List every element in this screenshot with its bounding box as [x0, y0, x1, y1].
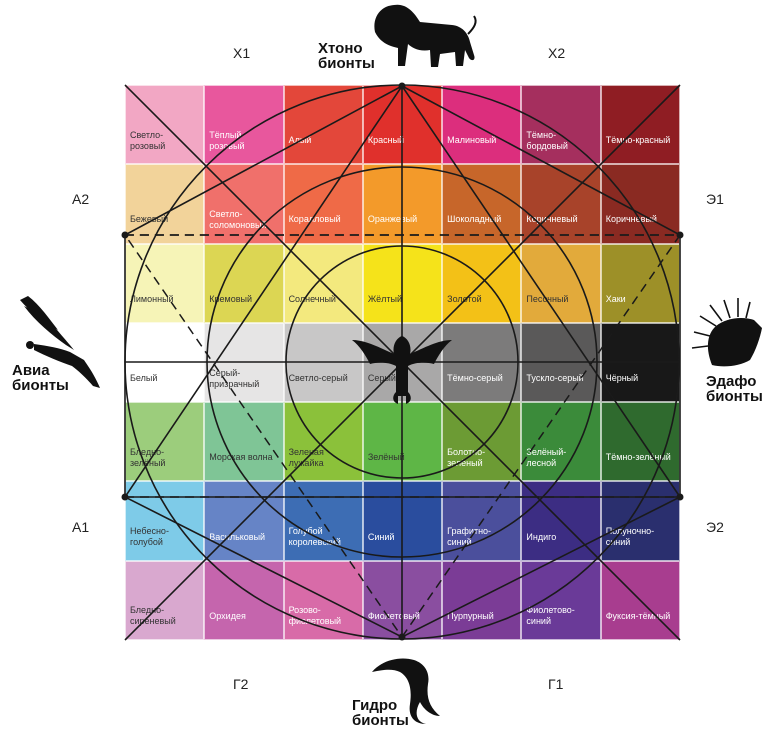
color-cell: Малиновый: [442, 85, 522, 165]
color-cell-label: Оранжевый: [367, 214, 418, 225]
color-cell-label: Графитно- синий: [447, 526, 492, 548]
color-cell-label: Орхидея: [209, 610, 246, 621]
group-chthono-line1: Хтоно: [318, 40, 363, 57]
color-cell: Розово- фиолетовый: [283, 560, 363, 640]
color-cell-label: Коричневый: [526, 214, 578, 225]
vertex-dot: [676, 231, 684, 239]
color-cell: Тёплый розовый: [204, 85, 284, 165]
color-cell-label: Зелёный- лесной: [526, 446, 567, 468]
color-cell-label: Фиолетовый: [367, 610, 420, 621]
color-cell: Фиолетово- синий: [521, 560, 601, 640]
group-avia: Авиа бионты: [12, 363, 69, 393]
color-cell-label: Шоколадный: [447, 214, 502, 225]
color-cell-label: Серый- призрачный: [209, 367, 260, 389]
color-cell-label: Хаки: [605, 293, 626, 304]
label-x2: Х2: [548, 45, 566, 61]
label-x1: Х1: [233, 45, 251, 61]
label-a2: А2: [72, 191, 90, 207]
color-cell: Коричневый: [600, 164, 680, 244]
color-cell-label: Фиолетово- синий: [526, 605, 575, 627]
color-cell-label: Коралловый: [288, 214, 341, 225]
triangle-down-dashed: [123, 234, 682, 639]
color-cell-label: Светло-серый: [288, 373, 348, 383]
color-cell-label: Небесно- голубой: [130, 526, 169, 548]
color-cell-label: Васильковый: [209, 531, 266, 542]
color-cell-label: Светло- соломоновый: [209, 208, 267, 230]
group-edapho: Эдафо бионты: [706, 374, 763, 404]
color-cell-label: Белый: [130, 373, 158, 383]
color-cell-label: Красный: [367, 135, 405, 146]
color-cell-label: Розово- фиолетовый: [288, 605, 342, 627]
label-a1: А1: [72, 519, 90, 535]
group-edapho-line1: Эдафо: [706, 373, 757, 390]
color-cell-label: Малиновый: [447, 135, 497, 146]
vertex-dot: [121, 231, 129, 239]
color-cell: Голубой королевский: [283, 481, 363, 561]
color-cell-label: Полуночно- синий: [605, 526, 655, 548]
dragon-icon: [352, 336, 452, 404]
group-hydro: Гидро бионты: [352, 698, 409, 728]
group-avia-line1: Авиа: [12, 362, 50, 379]
group-avia-line2: бионты: [12, 377, 69, 394]
color-cell-label: Чёрный: [605, 373, 639, 383]
group-hydro-line1: Гидро: [352, 697, 398, 714]
color-cell: Зелёный- лесной: [521, 402, 601, 482]
color-cell-label: Тускло-серый: [526, 373, 584, 383]
color-cell-label: Коричневый: [605, 214, 657, 225]
color-cell-label: Синий: [367, 531, 395, 542]
label-e1: Э1: [706, 191, 724, 207]
label-g2: Г2: [233, 676, 249, 692]
vertex-dot: [398, 82, 406, 90]
color-cell-label: Золотой: [447, 293, 482, 304]
vertex-dot: [398, 633, 406, 641]
color-cell-label: Болотно- зелёный: [447, 446, 486, 468]
label-g1: Г1: [548, 676, 564, 692]
color-cell-label: Зеленая лужайка: [288, 446, 324, 468]
vertex-dot: [121, 493, 129, 501]
color-cell: Полуночно- синий: [600, 481, 680, 561]
vertex-dot: [676, 493, 684, 501]
color-cell-label: Светло- розовый: [130, 129, 166, 151]
color-cell-label: Морская волна: [209, 452, 273, 463]
color-cell-label: Солнечный: [288, 293, 336, 304]
dolphin-icon: [372, 658, 440, 724]
group-chthono: Хтоно бионты: [318, 41, 375, 71]
color-cell: Небесно- голубой: [125, 481, 205, 561]
eagle-icon: [20, 296, 100, 388]
color-cell-label: Индиго: [526, 531, 557, 542]
color-cell-label: Тёмно-зелёный: [605, 452, 671, 463]
color-cell: Морская волна: [204, 402, 284, 482]
color-cell-label: Тёмно-серый: [447, 373, 503, 383]
group-edapho-line2: бионты: [706, 388, 763, 405]
color-cell-label: Фуксия-тёмный: [605, 610, 671, 621]
color-cell: Тёмно- бордовый: [521, 85, 601, 165]
lion-icon: [374, 4, 477, 68]
group-hydro-line2: бионты: [352, 712, 409, 729]
color-cell-label: Кремовый: [209, 293, 253, 304]
color-cell: Бежевый: [125, 164, 205, 244]
color-cell-label: Тёмно-красный: [605, 135, 671, 146]
color-cell-label: Тёмно- бордовый: [526, 129, 568, 151]
color-cell-label: Жёлтый: [367, 293, 403, 304]
color-cell-label: Лимонный: [130, 293, 174, 304]
color-cell: Орхидея: [204, 560, 284, 640]
color-cell-label: Бежевый: [130, 214, 169, 225]
color-cell-label: Бледно- сиреневый: [130, 605, 176, 627]
color-cell-label: Тёплый розовый: [209, 129, 245, 151]
label-e2: Э2: [706, 519, 724, 535]
group-chthono-line2: бионты: [318, 55, 375, 72]
color-cell: Кремовый: [204, 243, 284, 323]
color-cell: Лимонный: [125, 243, 205, 323]
color-cell-label: Песочный: [526, 293, 569, 304]
color-cell-label: Серый: [367, 373, 396, 383]
porcupine-icon: [691, 298, 762, 367]
color-cell-label: Пурпурный: [447, 610, 494, 621]
color-cell-label: Зелёный: [367, 452, 405, 463]
